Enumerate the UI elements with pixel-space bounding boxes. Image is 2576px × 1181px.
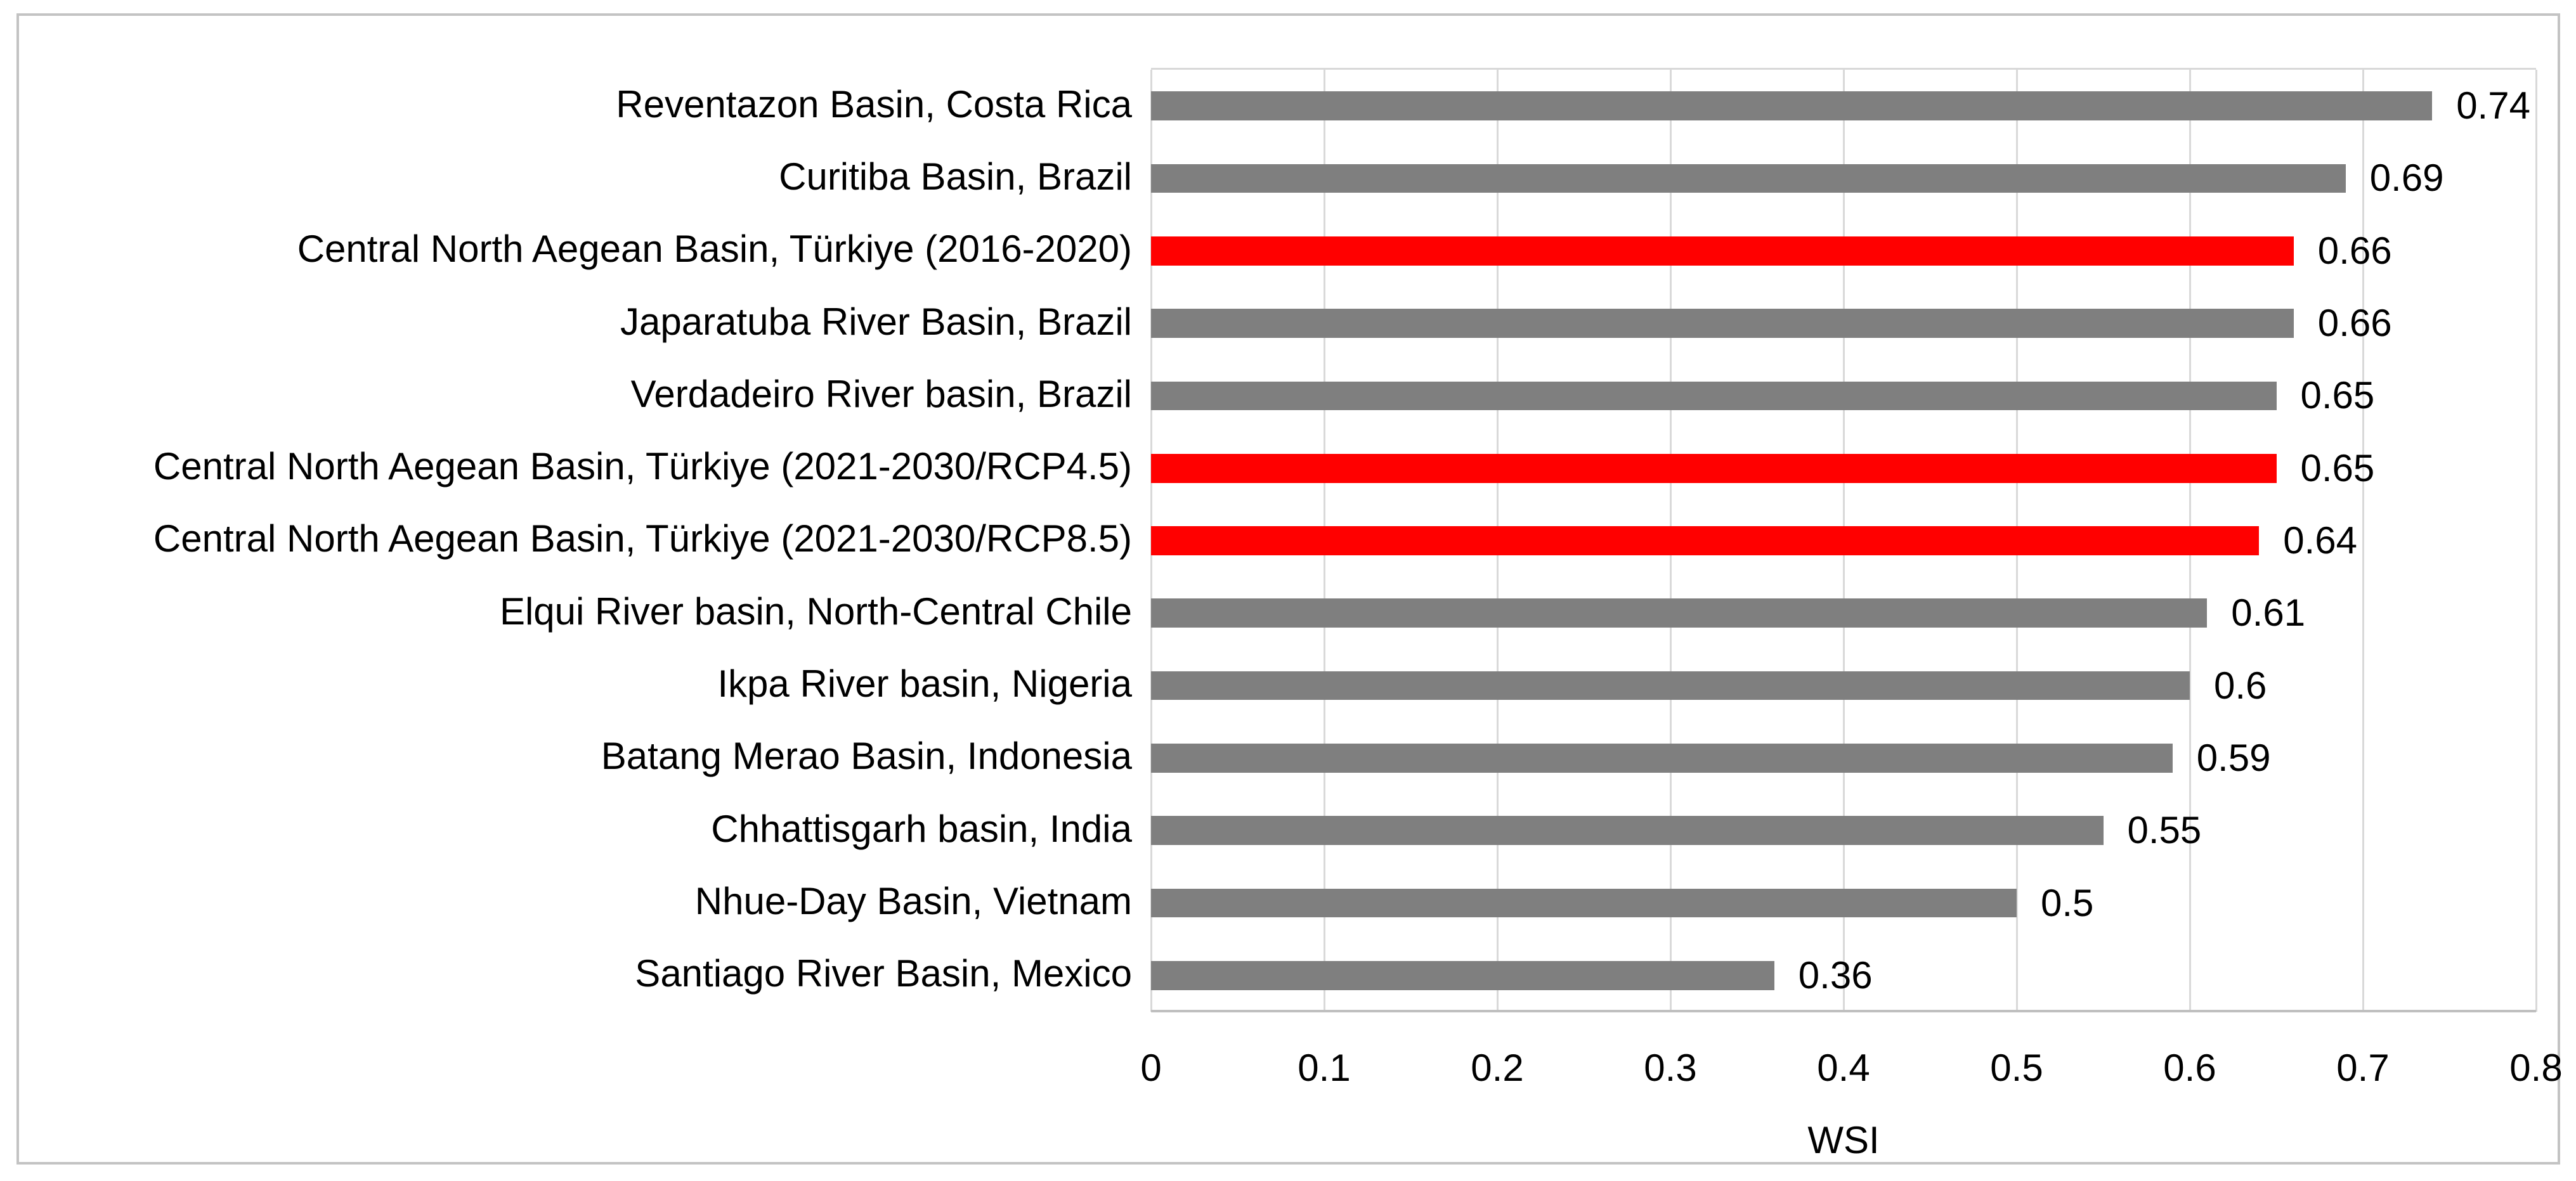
category-label: Nhue-Day Basin, Vietnam (694, 880, 1132, 923)
x-axis-line (1151, 1010, 2536, 1012)
value-label: 0.6 (2214, 664, 2267, 707)
bar-highlighted (1151, 453, 2277, 483)
category-label: Santiago River Basin, Mexico (635, 952, 1132, 995)
bar (1151, 744, 2173, 773)
value-label: 0.55 (2127, 809, 2202, 852)
x-tick-label: 0.7 (2336, 1047, 2390, 1089)
category-label: Central North Aegean Basin, Türkiye (202… (153, 517, 1132, 560)
bar (1151, 381, 2277, 411)
bar (1151, 598, 2208, 628)
category-label: Verdadeiro River basin, Brazil (630, 372, 1132, 415)
bar (1151, 960, 1774, 990)
value-label: 0.74 (2456, 84, 2530, 127)
category-label: Ikpa River basin, Nigeria (717, 662, 1132, 706)
x-gridline (2535, 70, 2537, 1012)
category-label: Central North Aegean Basin, Türkiye (201… (297, 228, 1132, 271)
bar (1151, 164, 2346, 193)
value-label: 0.65 (2300, 374, 2375, 417)
category-label: Central North Aegean Basin, Türkiye (202… (153, 445, 1132, 488)
value-label: 0.65 (2300, 446, 2375, 489)
x-axis-title: WSI (1807, 1119, 1880, 1161)
x-gridline (2362, 70, 2364, 1012)
category-axis-labels: Reventazon Basin, Costa Rica Curitiba Bas… (38, 68, 1132, 1010)
category-label: Chhattisgarh basin, India (711, 807, 1132, 850)
x-tick-label: 0.6 (2163, 1047, 2216, 1089)
bar (1151, 888, 2017, 918)
x-tick-label: 0.1 (1298, 1047, 1351, 1089)
category-label: Batang Merao Basin, Indonesia (601, 735, 1132, 778)
bar (1151, 309, 2294, 338)
x-tick-label: 0.4 (1817, 1047, 1870, 1089)
bar (1151, 671, 2190, 700)
x-tick-label: 0.8 (2509, 1047, 2563, 1089)
value-label: 0.61 (2231, 591, 2306, 635)
value-label: 0.59 (2196, 736, 2271, 779)
value-label: 0.5 (2041, 881, 2094, 924)
value-label: 0.66 (2317, 302, 2392, 345)
value-label: 0.36 (1798, 953, 1873, 997)
bar-highlighted (1151, 526, 2260, 555)
x-tick-label: 0.2 (1471, 1047, 1524, 1089)
plot-area: 0.74 0.69 0.66 0.66 0.65 0.65 0.64 0.61 0.6 0.59 0… (1150, 68, 2537, 1012)
value-label: 0.69 (2369, 157, 2444, 200)
bar (1151, 91, 2433, 120)
x-axis-tick-labels: 0 0.1 0.2 0.3 0.4 0.5 0.6 0.7 0.8 (1140, 1047, 2562, 1092)
category-label: Japaratuba River Basin, Brazil (620, 300, 1132, 343)
x-tick-label: 0.3 (1644, 1047, 1697, 1089)
x-tick-label: 0.5 (1990, 1047, 2043, 1089)
chart-frame: Reventazon Basin, Costa Rica Curitiba Bas… (16, 13, 2563, 1165)
value-label: 0.66 (2317, 229, 2392, 272)
category-label: Curitiba Basin, Brazil (779, 155, 1132, 198)
value-label: 0.64 (2283, 519, 2357, 562)
bar (1151, 816, 2104, 846)
x-tick-label: 0 (1140, 1047, 1162, 1089)
category-label: Elqui River basin, North-Central Chile (499, 590, 1132, 633)
category-label: Reventazon Basin, Costa Rica (616, 82, 1132, 126)
bar-highlighted (1151, 236, 2294, 266)
